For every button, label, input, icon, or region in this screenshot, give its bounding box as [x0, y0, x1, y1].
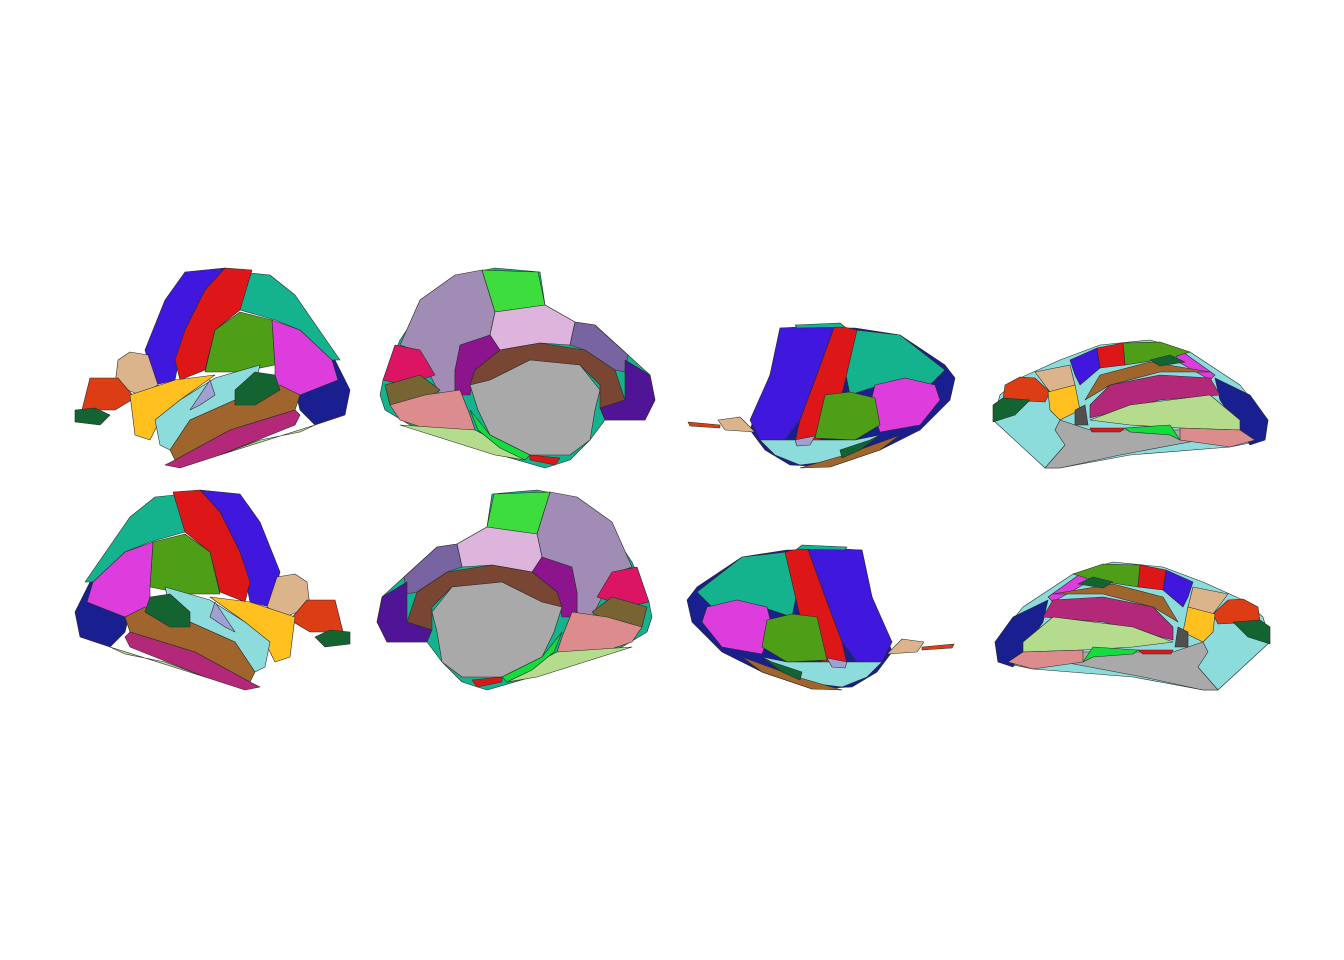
- brain-view-medial-left: [379, 267, 656, 469]
- brain-view-dorsal-left: [687, 322, 956, 469]
- brain-view-lateral-right: [74, 489, 351, 691]
- brain-view-lateral-left: [74, 267, 351, 469]
- brain-view-medial-right: [376, 489, 653, 691]
- brain-view-ventral-left: [992, 339, 1269, 469]
- brain-view-ventral-right: [994, 561, 1271, 691]
- brain-view-dorsal-right: [686, 544, 955, 691]
